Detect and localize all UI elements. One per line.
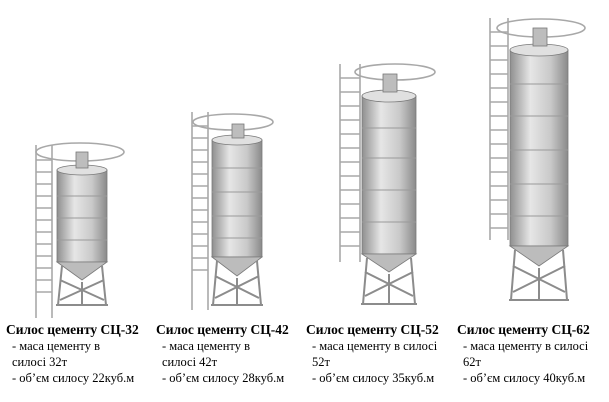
silo-image-sc52: [339, 63, 436, 305]
silo-image-sc32: [35, 142, 125, 318]
silo-volume: - об’єм силосу 22куб.м: [12, 371, 135, 385]
cement-mass-value: 52т: [312, 355, 330, 369]
silo-illustrations: [35, 18, 586, 318]
silo-title: Силос цементу СЦ-62: [457, 322, 590, 337]
cement-mass-label: - маса цементу в силосі: [312, 339, 438, 353]
caption-sc62: Силос цементу СЦ-62 - маса цементу в сил…: [457, 322, 607, 386]
silo-volume: - об’єм силосу 35куб.м: [312, 371, 435, 385]
ladder-cage-sc42: [191, 112, 274, 310]
silo-image-sc42: [191, 112, 274, 310]
cement-mass-value: 62т: [463, 355, 481, 369]
silo-volume: - об’єм силосу 28куб.м: [162, 371, 285, 385]
cement-mass-value: силосі 32т: [12, 355, 68, 369]
cement-mass-label: - маса цементу в: [162, 339, 250, 353]
silo-image-sc62: [489, 18, 586, 301]
cement-mass-value: силосі 42т: [162, 355, 218, 369]
silo-title: Силос цементу СЦ-42: [156, 322, 289, 337]
caption-sc52: Силос цементу СЦ-52 - маса цементу в сил…: [306, 322, 456, 386]
cement-mass-label: - маса цементу в силосі: [463, 339, 589, 353]
caption-sc32: Силос цементу СЦ-32 - маса цементу в сил…: [6, 322, 154, 386]
silo-volume: - об’єм силосу 40куб.м: [463, 371, 586, 385]
silo-title: Силос цементу СЦ-32: [6, 322, 139, 337]
cement-mass-label: - маса цементу в: [12, 339, 100, 353]
silo-title: Силос цементу СЦ-52: [306, 322, 439, 337]
caption-sc42: Силос цементу СЦ-42 - маса цементу в сил…: [156, 322, 306, 386]
ladder-cage-sc62: [489, 18, 586, 240]
